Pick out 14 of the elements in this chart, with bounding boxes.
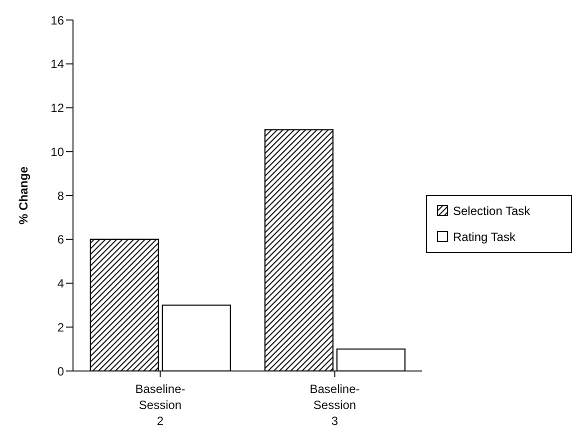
y-tick-label: 6 [57,232,64,247]
y-tick-label: 10 [50,144,64,159]
y-tick-label: 14 [50,57,64,72]
legend-label: Selection Task [453,204,530,218]
x-tick-label: Baseline-Session 3 [310,382,360,428]
y-axis-title: % Change [16,166,30,225]
y-tick-label: 0 [57,364,64,378]
y-tick-label: 12 [50,101,64,116]
y-tick-label: 2 [57,320,64,334]
y-tick-label: 8 [57,188,64,203]
y-tick-label: 4 [57,276,64,291]
x-tick-label: Baseline-Session 2 [135,382,186,428]
legend-label: Rating Task [453,230,516,244]
y-tick-label: 16 [50,13,64,28]
